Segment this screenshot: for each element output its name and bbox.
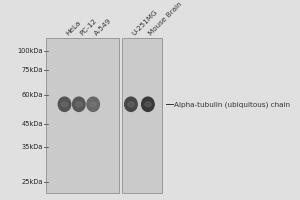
Ellipse shape — [142, 97, 154, 111]
Text: 60kDa: 60kDa — [22, 92, 43, 98]
Ellipse shape — [58, 97, 71, 111]
Ellipse shape — [76, 102, 82, 107]
Text: 45kDa: 45kDa — [22, 121, 43, 127]
Text: PC-12: PC-12 — [79, 18, 98, 37]
Text: 25kDa: 25kDa — [22, 179, 43, 185]
Text: 75kDa: 75kDa — [22, 67, 43, 73]
Ellipse shape — [73, 97, 85, 111]
Ellipse shape — [145, 102, 151, 107]
Text: Mouse Brain: Mouse Brain — [148, 1, 184, 37]
Ellipse shape — [87, 97, 99, 111]
Text: A-549: A-549 — [93, 18, 112, 37]
Text: U-251MG: U-251MG — [131, 9, 159, 37]
Ellipse shape — [128, 102, 134, 107]
Text: Alpha-tubulin (ubiquitous) chain: Alpha-tubulin (ubiquitous) chain — [174, 101, 290, 108]
Ellipse shape — [125, 97, 137, 111]
FancyBboxPatch shape — [122, 38, 162, 193]
Ellipse shape — [61, 102, 68, 107]
Text: 100kDa: 100kDa — [17, 48, 43, 54]
FancyBboxPatch shape — [46, 38, 119, 193]
Text: HeLa: HeLa — [64, 20, 82, 37]
Ellipse shape — [90, 102, 96, 107]
Text: 35kDa: 35kDa — [22, 144, 43, 150]
